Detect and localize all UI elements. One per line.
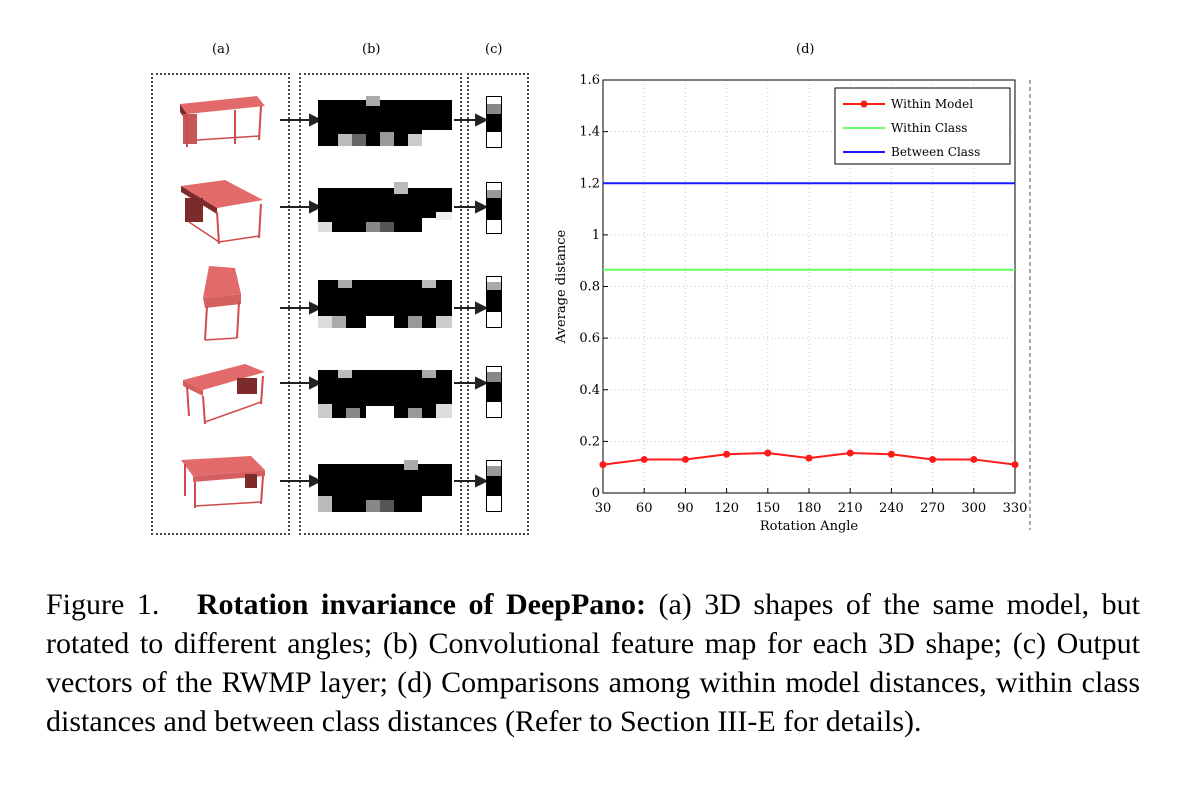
series-point (764, 449, 772, 457)
x-tick-label: 180 (797, 501, 822, 516)
caption-prefix: Figure 1. (46, 588, 160, 621)
output-vector-1 (486, 96, 502, 148)
chart-series (599, 182, 1019, 469)
panel-a-box (151, 73, 290, 535)
caption-bold: Rotation invariance of DeepPano: (196, 588, 646, 621)
arrows-b-to-c (454, 113, 488, 488)
y-ticks: 0 0.2 0.4 0.6 0.8 1 1.2 1.4 1.6 (579, 73, 608, 501)
table-shape-1 (180, 96, 265, 147)
x-tick-label: 270 (920, 501, 945, 516)
y-tick-label: 1.2 (579, 176, 600, 191)
series-point (805, 454, 813, 462)
y-tick-label: 0.2 (579, 434, 600, 449)
legend-marker (860, 100, 868, 108)
feature-map-4 (318, 366, 452, 418)
panel-label-b: (b) (362, 42, 381, 57)
x-tick-label: 120 (714, 501, 739, 516)
panel-b-box (299, 73, 462, 535)
y-tick-label: 0.4 (579, 383, 600, 398)
table-shape-5 (181, 456, 265, 508)
panel-label-c: (c) (485, 42, 503, 57)
x-axis-label: Rotation Angle (760, 519, 859, 534)
x-tick-label: 30 (595, 501, 612, 516)
x-ticks: 30 60 90 120 150 180 210 240 270 300 330 (595, 488, 1028, 516)
y-tick-label: 0.8 (579, 280, 600, 295)
x-tick-label: 210 (838, 501, 863, 516)
y-tick-label: 1.4 (579, 125, 600, 140)
panel-c-box (467, 73, 529, 535)
x-tick-label: 240 (879, 501, 904, 516)
legend-entry: Between Class (891, 145, 980, 159)
series-point (846, 449, 854, 457)
feature-map-1 (318, 96, 452, 146)
output-vector-5 (486, 460, 502, 512)
caption-text: (a) 3D shapes of the same model, but rot… (46, 588, 1140, 738)
series-point (887, 450, 895, 458)
series-point (970, 455, 978, 463)
output-vector-2 (486, 182, 502, 234)
series-point (599, 461, 607, 469)
y-tick-label: 0.6 (579, 331, 600, 346)
arrows-a-to-b (280, 113, 322, 488)
panel-label-d: (d) (796, 42, 815, 57)
y-tick-label: 0 (592, 486, 600, 501)
output-vector-3 (486, 276, 502, 328)
y-tick-label: 1.6 (579, 73, 600, 88)
panel-label-a: (a) (212, 42, 230, 57)
legend-entry: Within Class (891, 121, 967, 135)
distance-chart: 0 0.2 0.4 0.6 0.8 1 1.2 1.4 1.6 30 60 90 120 150 180 2… (554, 73, 1031, 534)
legend-entry: Within Model (891, 97, 973, 111)
figure-caption: Figure 1. Rotation invariance of DeepPan… (46, 585, 1140, 741)
feature-map-5 (318, 460, 452, 512)
series-point (1011, 461, 1019, 469)
x-tick-label: 150 (755, 501, 780, 516)
series-point (929, 455, 937, 463)
feature-map-2 (318, 182, 452, 232)
y-axis-label: Average distance (554, 229, 569, 344)
feature-map-3 (318, 276, 452, 328)
x-tick-label: 300 (961, 501, 986, 516)
output-vector-4 (486, 366, 502, 418)
x-tick-label: 330 (1003, 501, 1028, 516)
series-point (723, 450, 731, 458)
x-tick-label: 90 (677, 501, 694, 516)
table-shape-3 (203, 266, 241, 341)
series-point (681, 455, 689, 463)
table-shape-4 (183, 364, 265, 425)
chart-legend: Within Model Within Class Between Class (834, 87, 1011, 165)
y-tick-label: 1 (592, 228, 600, 243)
series-point (640, 455, 648, 463)
x-tick-label: 60 (636, 501, 653, 516)
table-shape-2 (181, 180, 263, 245)
